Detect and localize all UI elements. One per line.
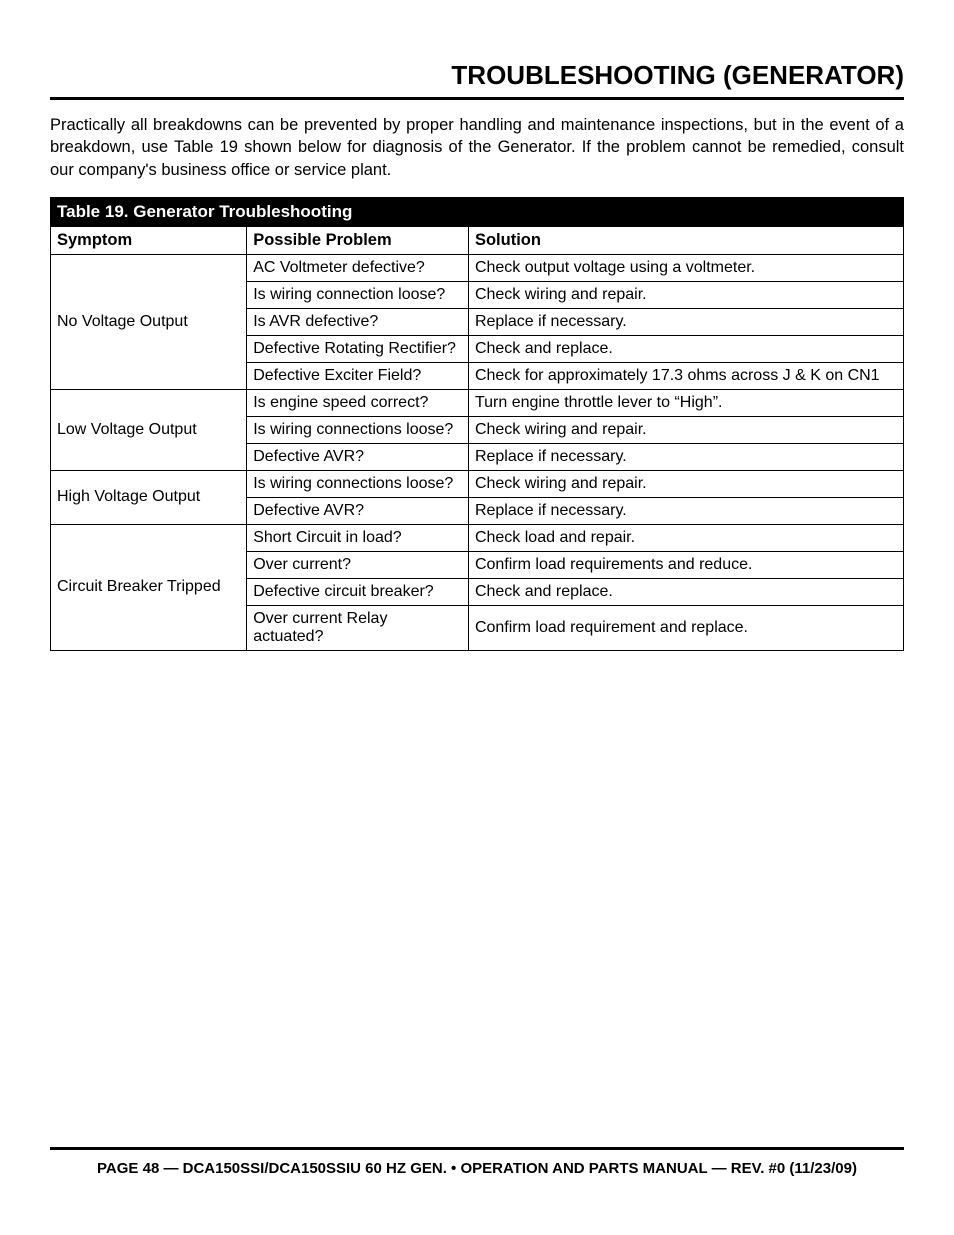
col-header-problem: Possible Problem: [247, 226, 469, 254]
table-title: Table 19. Generator Troubleshooting: [51, 197, 904, 226]
solution-cell: Check wiring and repair.: [468, 416, 903, 443]
footer-divider: [50, 1147, 904, 1150]
symptom-cell: Low Voltage Output: [51, 389, 247, 470]
problem-cell: Is wiring connections loose?: [247, 470, 469, 497]
table-row: No Voltage OutputAC Voltmeter defective?…: [51, 254, 904, 281]
problem-cell: Is engine speed correct?: [247, 389, 469, 416]
page-title: TROUBLESHOOTING (GENERATOR): [50, 60, 904, 91]
solution-cell: Confirm load requirement and replace.: [468, 605, 903, 650]
title-divider: [50, 97, 904, 100]
solution-cell: Check load and repair.: [468, 524, 903, 551]
troubleshooting-table: Table 19. Generator Troubleshooting Symp…: [50, 197, 904, 651]
table-row: High Voltage OutputIs wiring connections…: [51, 470, 904, 497]
problem-cell: Defective Rotating Rectifier?: [247, 335, 469, 362]
problem-cell: Is wiring connections loose?: [247, 416, 469, 443]
col-header-symptom: Symptom: [51, 226, 247, 254]
solution-cell: Check for approximately 17.3 ohms across…: [468, 362, 903, 389]
problem-cell: Defective AVR?: [247, 443, 469, 470]
solution-cell: Replace if necessary.: [468, 497, 903, 524]
table-row: Low Voltage OutputIs engine speed correc…: [51, 389, 904, 416]
solution-cell: Confirm load requirements and reduce.: [468, 551, 903, 578]
table-column-headers: Symptom Possible Problem Solution: [51, 226, 904, 254]
solution-cell: Replace if necessary.: [468, 308, 903, 335]
problem-cell: Over current?: [247, 551, 469, 578]
problem-cell: Defective AVR?: [247, 497, 469, 524]
footer-text: PAGE 48 — DCA150SSI/DCA150SSIU 60 HZ GEN…: [50, 1160, 904, 1177]
symptom-cell: No Voltage Output: [51, 254, 247, 389]
table-title-row: Table 19. Generator Troubleshooting: [51, 197, 904, 226]
col-header-solution: Solution: [468, 226, 903, 254]
problem-cell: Is AVR defective?: [247, 308, 469, 335]
table-body: No Voltage OutputAC Voltmeter defective?…: [51, 254, 904, 650]
problem-cell: Defective circuit breaker?: [247, 578, 469, 605]
solution-cell: Check wiring and repair.: [468, 470, 903, 497]
solution-cell: Check and replace.: [468, 335, 903, 362]
intro-paragraph: Practically all breakdowns can be preven…: [50, 114, 904, 181]
problem-cell: AC Voltmeter defective?: [247, 254, 469, 281]
problem-cell: Short Circuit in load?: [247, 524, 469, 551]
symptom-cell: High Voltage Output: [51, 470, 247, 524]
problem-cell: Defective Exciter Field?: [247, 362, 469, 389]
table-row: Circuit Breaker TrippedShort Circuit in …: [51, 524, 904, 551]
problem-cell: Over current Relay actuated?: [247, 605, 469, 650]
problem-cell: Is wiring connection loose?: [247, 281, 469, 308]
solution-cell: Check output voltage using a voltmeter.: [468, 254, 903, 281]
solution-cell: Replace if necessary.: [468, 443, 903, 470]
solution-cell: Turn engine throttle lever to “High”.: [468, 389, 903, 416]
symptom-cell: Circuit Breaker Tripped: [51, 524, 247, 650]
solution-cell: Check and replace.: [468, 578, 903, 605]
solution-cell: Check wiring and repair.: [468, 281, 903, 308]
